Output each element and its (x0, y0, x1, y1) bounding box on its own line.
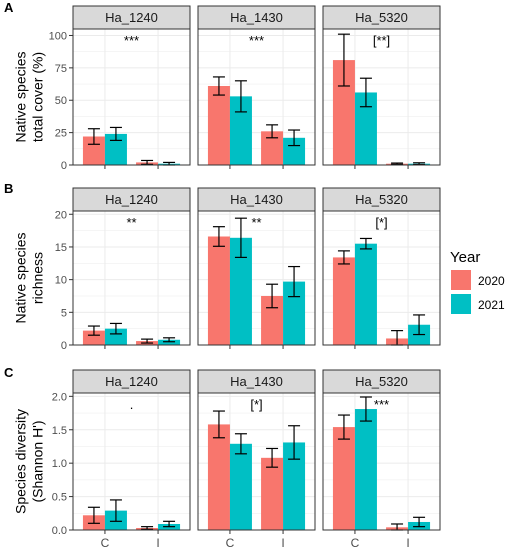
bar-2020-C (207, 424, 230, 530)
facet-strip-label: Ha_1240 (105, 192, 158, 207)
bar-2021-I (283, 281, 306, 345)
significance-annotation: [*] (375, 215, 387, 230)
y-tick-label: 0.5 (52, 492, 67, 504)
facet-panel: Ha_1240 ** (72, 187, 191, 349)
legend-label-2020: 2020 (478, 274, 505, 288)
legend-title: Year (450, 249, 480, 266)
chart-row-b: B Native species richness 0 5 10 15 20 Ha_1240 **… (4, 181, 441, 352)
y-tick-label: 50 (55, 95, 67, 107)
significance-annotation: ** (126, 215, 136, 230)
significance-annotation: . (130, 397, 134, 412)
y-axis-title-line: total cover (%) (30, 52, 46, 142)
bar-2021-I (283, 137, 306, 165)
y-axis-title-line: (Shannon H') (30, 420, 46, 502)
y-tick-label: 5 (61, 307, 67, 319)
bar-2021-C (354, 243, 377, 345)
bar-2021-C (104, 328, 127, 345)
y-tick-label: 1.5 (52, 425, 67, 437)
facet-panel-border (72, 28, 191, 166)
x-tick-label: I (281, 536, 284, 550)
facet-panel-border (72, 210, 191, 346)
y-tick-label: 75 (55, 63, 67, 75)
y-axis-title-line: Species diversity (13, 409, 29, 514)
facet-panel: Ha_5320 *** C I (322, 369, 441, 550)
bar-2020-I (261, 131, 284, 165)
y-tick-label: 0 (61, 340, 67, 352)
x-tick-label: C (351, 536, 360, 550)
y-tick-label: 15 (55, 242, 67, 254)
bar-2021-C (354, 92, 377, 165)
y-tick-label: 0.0 (52, 525, 67, 537)
facet-panel-border (322, 210, 441, 346)
legend-label-2021: 2021 (478, 298, 505, 312)
facet-strip-label: Ha_1430 (230, 192, 283, 207)
facet-panel-border (197, 392, 316, 531)
facet-panel: Ha_1240. C I (72, 369, 191, 550)
y-tick-label: 1.0 (52, 458, 67, 470)
y-axis-title-line: Native species (13, 232, 29, 323)
legend-swatch-2021 (451, 294, 471, 314)
bar-2020-C (82, 330, 105, 345)
bar-2020-C (82, 136, 105, 165)
y-tick-label: 0 (61, 160, 67, 172)
x-tick-label: C (226, 536, 235, 550)
facet-panel-border (322, 392, 441, 531)
bar-2020-C (332, 427, 355, 530)
significance-annotation: [**] (373, 33, 390, 48)
facet-strip-label: Ha_5320 (355, 192, 408, 207)
facet-panel-border (197, 28, 316, 166)
row-panel-label: B (4, 181, 13, 196)
bar-2021-I (283, 442, 306, 530)
facet-panel: Ha_5320 [**] (322, 5, 441, 169)
bar-2021-C (229, 96, 252, 165)
facet-panel-border (72, 392, 191, 531)
bar-2021-C (229, 443, 252, 530)
row-panel-label: C (4, 365, 14, 380)
facet-panel: Ha_1240 *** (72, 5, 191, 169)
facet-strip-label: Ha_1240 (105, 10, 158, 25)
bar-2021-C (104, 133, 127, 165)
y-axis-title-line: richness (30, 252, 46, 304)
legend: Year 2020 2021 (450, 249, 505, 314)
bar-2020-I (261, 457, 284, 530)
legend-swatch-2020 (451, 270, 471, 290)
y-tick-label: 20 (55, 209, 67, 221)
facet-strip-label: Ha_1240 (105, 374, 158, 389)
chart-row-c: C Species diversity (Shannon H') 0.0 0.5 1.0 1… (4, 365, 441, 550)
y-axis-title-line: Native species (13, 51, 29, 142)
bar-2021-C (354, 409, 377, 530)
x-tick-label: C (101, 536, 110, 550)
y-tick-label: 100 (49, 30, 67, 42)
facet-strip-label: Ha_5320 (355, 10, 408, 25)
bar-2021-C (229, 237, 252, 345)
significance-annotation: *** (249, 33, 264, 48)
significance-annotation: *** (124, 33, 139, 48)
facet-panel: Ha_1430 [*] C I (197, 369, 316, 550)
chart-row-a: A Native species total cover (%) 0 25 50 75 100… (4, 0, 441, 172)
significance-annotation: ** (251, 215, 261, 230)
bar-2020-C (332, 257, 355, 345)
y-tick-label: 25 (55, 128, 67, 140)
y-tick-label: 2.0 (52, 391, 67, 403)
facet-panel-border (197, 210, 316, 346)
bar-2020-C (207, 236, 230, 345)
x-tick-label: I (156, 536, 159, 550)
facet-panel: Ha_5320 [*] (322, 187, 441, 349)
facet-strip-label: Ha_5320 (355, 374, 408, 389)
facet-strip-label: Ha_1430 (230, 10, 283, 25)
x-tick-label: I (406, 536, 409, 550)
facet-panel: Ha_1430 ** (197, 187, 316, 349)
significance-annotation: [*] (250, 397, 262, 412)
bar-2021-I (158, 339, 181, 345)
facet-strip-label: Ha_1430 (230, 374, 283, 389)
facet-panel: Ha_1430 *** (197, 5, 316, 169)
row-panel-label: A (4, 0, 14, 15)
bar-2020-C (207, 85, 230, 165)
facet-panel-border (322, 28, 441, 166)
y-tick-label: 10 (55, 275, 67, 287)
significance-annotation: *** (374, 397, 389, 412)
